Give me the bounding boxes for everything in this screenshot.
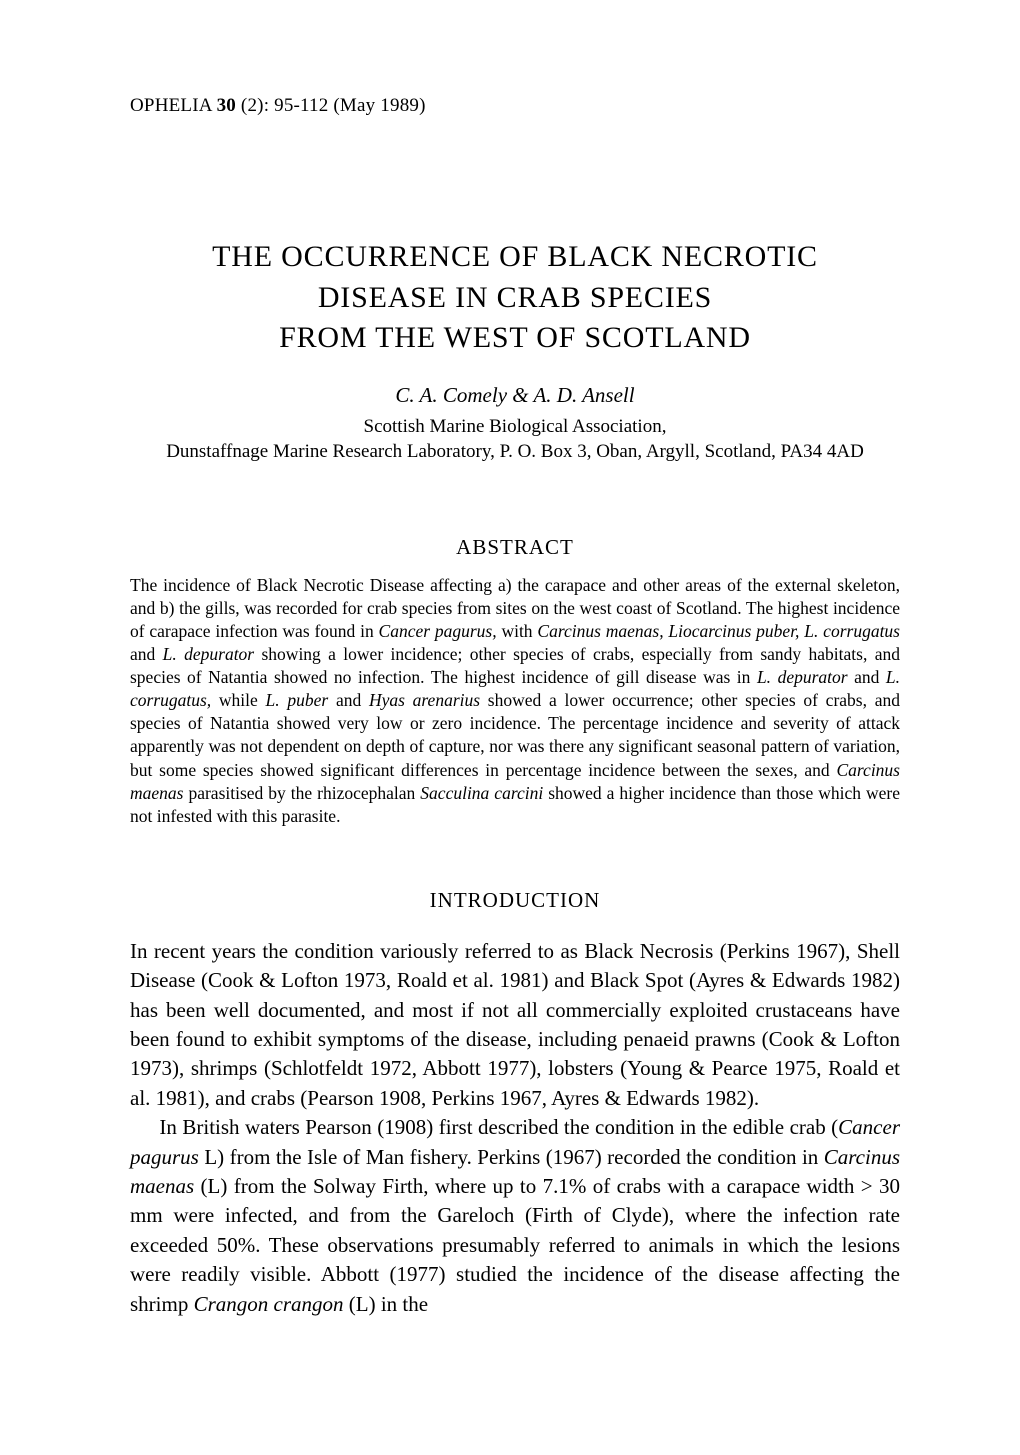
italic-text: L. puber <box>266 690 329 710</box>
introduction-heading: INTRODUCTION <box>130 888 900 913</box>
running-head: OPHELIA 30 (2): 95-112 (May 1989) <box>130 95 900 117</box>
spacer <box>130 927 900 937</box>
affiliation: Scottish Marine Biological Association, … <box>130 414 900 465</box>
italic-text: Sacculina carcini <box>420 783 543 803</box>
issue-pages-date: (2): 95-112 (May 1989) <box>236 95 426 116</box>
body-text: L) from the Isle of Man fishery. Perkins… <box>199 1145 824 1169</box>
body-text: and <box>328 690 369 710</box>
body-text: In British waters Pearson (1908) first d… <box>159 1115 838 1139</box>
body-paragraph: In British waters Pearson (1908) first d… <box>130 1113 900 1319</box>
italic-text: Cancer pagurus, <box>379 621 497 641</box>
authors: C. A. Comely & A. D. Ansell <box>130 383 900 408</box>
body-text: In recent years the condition variously … <box>130 939 900 1110</box>
italic-text: Hyas arenarius <box>369 690 480 710</box>
italic-text: Crangon crangon <box>194 1292 344 1316</box>
journal-name: OPHELIA <box>130 95 212 116</box>
italic-text: L. depurator <box>163 644 254 664</box>
volume-number: 30 <box>217 95 236 116</box>
title-line-3: FROM THE WEST OF SCOTLAND <box>279 321 751 354</box>
abstract-heading: ABSTRACT <box>130 535 900 560</box>
italic-text: Carcinus maenas, Liocarcinus puber, L. c… <box>537 621 900 641</box>
italic-text: L. depurator <box>757 667 848 687</box>
body-text: and <box>130 644 163 664</box>
body-text: with <box>497 621 538 641</box>
body-text: (L) in the <box>344 1292 429 1316</box>
body-text: parasitised by the rhizocephalan <box>183 783 420 803</box>
body-text: while <box>211 690 265 710</box>
title-line-1: THE OCCURRENCE OF BLACK NECROTIC <box>212 240 818 273</box>
title-line-2: DISEASE IN CRAB SPECIES <box>318 281 712 314</box>
introduction-body: In recent years the condition variously … <box>130 937 900 1319</box>
body-paragraph: In recent years the condition variously … <box>130 937 900 1113</box>
body-text: and <box>848 667 886 687</box>
article-title: THE OCCURRENCE OF BLACK NECROTIC DISEASE… <box>130 237 900 359</box>
page: OPHELIA 30 (2): 95-112 (May 1989) THE OC… <box>0 0 1020 1455</box>
abstract-body: The incidence of Black Necrotic Disease … <box>130 574 900 828</box>
affiliation-line-1: Scottish Marine Biological Association, <box>364 416 667 437</box>
affiliation-line-2: Dunstaffnage Marine Research Laboratory,… <box>166 441 864 462</box>
